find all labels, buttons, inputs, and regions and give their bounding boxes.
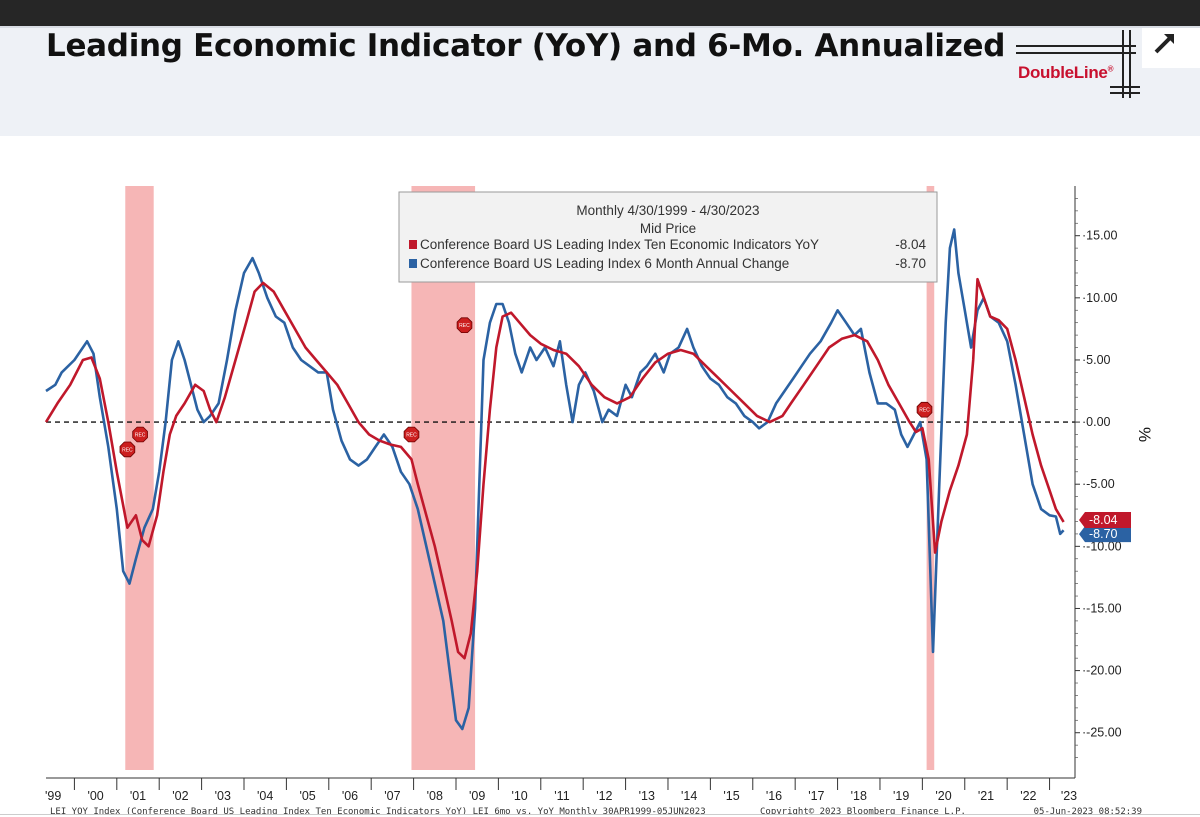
x-tick-label: '13 xyxy=(639,789,655,803)
svg-text:REC: REC xyxy=(406,433,417,439)
legend-swatch-yoy xyxy=(409,240,417,249)
last-value-tags: -8.70-8.04 xyxy=(1079,511,1131,543)
footer-divider xyxy=(0,814,1200,815)
slide-header xyxy=(0,28,1200,136)
recession-marker-3: REC xyxy=(403,426,420,443)
logo-wordmark: DoubleLine® xyxy=(1018,63,1114,82)
x-tick-label: '22 xyxy=(1020,789,1036,803)
y-tick-label: ·-25.00 xyxy=(1082,726,1122,740)
footer-copyright: Copyright© 2023 Bloomberg Finance L.P. xyxy=(760,807,966,815)
x-tick-label: '02 xyxy=(172,789,188,803)
x-axis: '99 '00 '01 '02 '03 '04 '05 '06 '07 '08 '09 '10 '11 '… xyxy=(45,778,1077,803)
x-tick-label: '14 xyxy=(681,789,697,803)
recession-marker-4: REC xyxy=(456,317,473,334)
series-line-2 xyxy=(45,228,1065,731)
y-tick-label: ·-15.00 xyxy=(1082,601,1122,615)
x-tick-label: '00 xyxy=(87,789,103,803)
series-line-1 xyxy=(44,277,1065,660)
footer-source: LEI YOY Index (Conference Board US Leadi… xyxy=(50,807,706,815)
legend-swatch-6mo xyxy=(409,259,417,268)
legend-value-6mo: -8.70 xyxy=(895,256,926,271)
y-tick-label: ·5.00 xyxy=(1082,353,1111,367)
y-axis-label: % xyxy=(1135,427,1154,442)
chart-legend: Monthly 4/30/1999 - 4/30/2023 Mid Price … xyxy=(398,191,938,283)
legend-box xyxy=(398,191,938,283)
x-tick-label: '10 xyxy=(511,789,527,803)
recession-marker-1: REC xyxy=(119,441,136,458)
svg-text:REC: REC xyxy=(122,447,133,453)
legend-entry-6mo: Conference Board US Leading Index 6 Mont… xyxy=(420,256,789,271)
y-tick-label: ·-20.00 xyxy=(1082,664,1122,678)
x-tick-label: '05 xyxy=(299,789,315,803)
x-tick-label: '01 xyxy=(130,789,146,803)
top-bar-divider xyxy=(0,26,1200,28)
doubleline-logo: DoubleLine® xyxy=(1010,30,1160,100)
x-tick-label: '03 xyxy=(215,789,231,803)
x-tick-label: '23 xyxy=(1061,789,1077,803)
x-tick-label: '09 xyxy=(469,789,485,803)
svg-text:REC: REC xyxy=(135,433,146,439)
y-tick-label: ·-5.00 xyxy=(1082,477,1115,491)
y-tick-label: ·15.00 xyxy=(1082,229,1117,243)
x-tick-label: '19 xyxy=(893,789,909,803)
x-tick-label: '11 xyxy=(554,789,569,803)
x-tick-label: '16 xyxy=(766,789,782,803)
x-tick-label: '07 xyxy=(384,789,400,803)
recession-marker-2: REC xyxy=(132,426,148,443)
legend-value-yoy: -8.04 xyxy=(895,237,926,252)
recession-marker-5: REC xyxy=(916,401,933,418)
x-tick-label: '12 xyxy=(596,789,612,803)
last-value-tag-1: -8.04 xyxy=(1079,511,1131,528)
x-tick-label: '20 xyxy=(935,789,951,803)
expand-arrow-icon xyxy=(1154,34,1174,54)
y-axis: ·15.00 ·10.00 ·5.00 ·0.00 ·-5.00 ·-10.00 ·-15.… xyxy=(1075,198,1122,758)
x-tick-label: '06 xyxy=(342,789,358,803)
recession-band-2 xyxy=(411,186,476,770)
expand-button[interactable] xyxy=(1142,28,1200,68)
svg-text:REC: REC xyxy=(459,323,470,329)
x-tick-label: '15 xyxy=(723,789,739,803)
legend-entry-yoy: Conference Board US Leading Index Ten Ec… xyxy=(420,237,819,252)
svg-text:REC: REC xyxy=(919,408,930,414)
x-tick-label: '21 xyxy=(978,789,994,803)
svg-text:-8.04: -8.04 xyxy=(1089,513,1118,527)
x-tick-label: '18 xyxy=(851,789,867,803)
x-tick-label: '17 xyxy=(808,789,824,803)
recession-band-1 xyxy=(125,186,154,770)
last-value-tag-2: -8.70 xyxy=(1079,526,1131,543)
legend-header-period: Monthly 4/30/1999 - 4/30/2023 xyxy=(576,203,759,218)
window-top-bar xyxy=(0,0,1200,26)
series-lines xyxy=(44,228,1065,731)
lei-line-chart: REC REC REC REC REC ·15.00 ·10.00 ·5.00 ·0.00 ·-… xyxy=(44,186,1154,815)
y-tick-label: ·0.00 xyxy=(1082,415,1111,429)
y-tick-label: ·-10.00 xyxy=(1082,539,1122,553)
y-tick-label: ·10.00 xyxy=(1082,291,1117,305)
footer-timestamp: 05-Jun-2023 08:52:39 xyxy=(1034,807,1142,815)
x-tick-label: '08 xyxy=(427,789,443,803)
recession-markers: REC REC REC REC REC xyxy=(119,317,933,458)
x-tick-label: '99 xyxy=(45,789,61,803)
page-title: Leading Economic Indicator (YoY) and 6-M… xyxy=(46,28,1006,64)
legend-header-field: Mid Price xyxy=(640,221,696,236)
x-tick-label: '04 xyxy=(257,789,273,803)
svg-text:-8.70: -8.70 xyxy=(1089,527,1118,541)
